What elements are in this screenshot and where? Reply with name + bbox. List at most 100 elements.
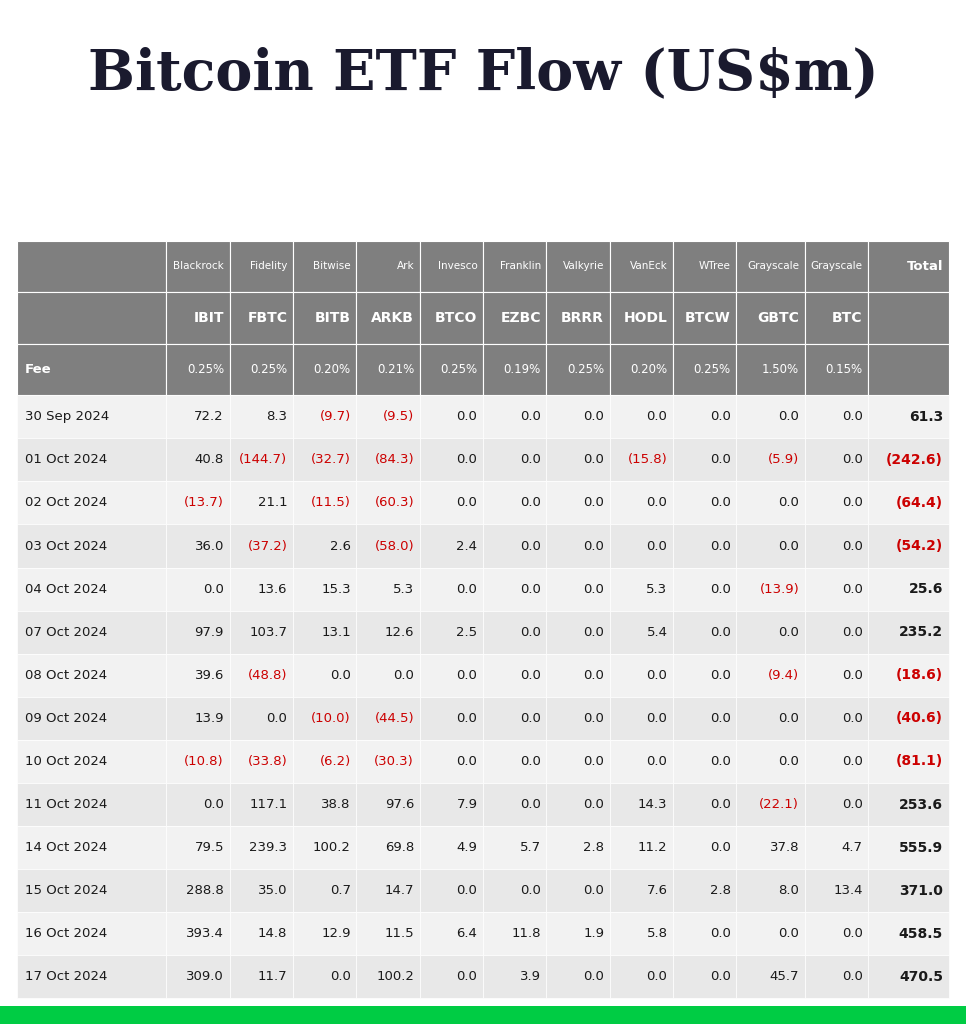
Text: 14.8: 14.8 — [258, 928, 287, 940]
Bar — [419, 481, 483, 524]
Bar — [868, 292, 949, 344]
Bar — [166, 395, 230, 438]
Text: (13.9): (13.9) — [759, 583, 799, 596]
Bar — [868, 241, 949, 292]
Text: 11.2: 11.2 — [638, 841, 668, 854]
Text: 0.0: 0.0 — [841, 540, 863, 553]
Text: 0.0: 0.0 — [841, 971, 863, 983]
Text: 0.0: 0.0 — [646, 755, 668, 768]
Bar — [547, 344, 610, 395]
Text: 0.0: 0.0 — [583, 712, 604, 725]
Text: 0.0: 0.0 — [583, 884, 604, 897]
Bar — [356, 783, 419, 826]
Bar — [547, 696, 610, 740]
Bar — [419, 912, 483, 955]
Text: 0.0: 0.0 — [710, 497, 731, 509]
Text: 0.0: 0.0 — [841, 669, 863, 682]
Bar — [805, 696, 868, 740]
Bar — [610, 912, 673, 955]
Text: 0.0: 0.0 — [710, 755, 731, 768]
Text: 0.0: 0.0 — [841, 626, 863, 639]
Bar — [483, 955, 547, 998]
Bar — [293, 696, 356, 740]
Bar — [17, 241, 166, 292]
Text: 0.0: 0.0 — [646, 411, 668, 423]
Text: (60.3): (60.3) — [375, 497, 414, 509]
Text: 45.7: 45.7 — [770, 971, 799, 983]
Bar — [166, 869, 230, 912]
Text: Fidelity: Fidelity — [250, 261, 287, 271]
Text: GBTC: GBTC — [757, 311, 799, 325]
Text: (32.7): (32.7) — [311, 454, 351, 466]
Bar — [17, 955, 166, 998]
Text: (9.4): (9.4) — [768, 669, 799, 682]
Text: 04 Oct 2024: 04 Oct 2024 — [25, 583, 107, 596]
Bar — [293, 524, 356, 567]
Text: 0.0: 0.0 — [457, 497, 477, 509]
Bar — [805, 783, 868, 826]
Bar — [673, 292, 736, 344]
Text: Grayscale: Grayscale — [810, 261, 863, 271]
Bar — [610, 740, 673, 783]
Text: 0.0: 0.0 — [520, 755, 541, 768]
Bar — [610, 696, 673, 740]
Bar — [356, 481, 419, 524]
Bar — [419, 696, 483, 740]
Text: (22.1): (22.1) — [759, 798, 799, 811]
Text: 11.5: 11.5 — [384, 928, 414, 940]
Text: (64.4): (64.4) — [895, 496, 943, 510]
Text: 0.15%: 0.15% — [826, 362, 863, 376]
Text: 38.8: 38.8 — [322, 798, 351, 811]
Bar — [673, 912, 736, 955]
Text: 0.0: 0.0 — [583, 454, 604, 466]
Bar — [868, 955, 949, 998]
Bar — [293, 869, 356, 912]
Text: IBIT: IBIT — [193, 311, 224, 325]
Text: 0.25%: 0.25% — [186, 362, 224, 376]
Bar — [17, 696, 166, 740]
Text: 0.0: 0.0 — [520, 583, 541, 596]
Text: 0.0: 0.0 — [841, 583, 863, 596]
Text: 253.6: 253.6 — [899, 798, 943, 812]
Text: 1.9: 1.9 — [583, 928, 604, 940]
Bar — [293, 241, 356, 292]
Bar — [736, 567, 805, 610]
Bar — [673, 783, 736, 826]
Bar — [293, 481, 356, 524]
Text: 14 Oct 2024: 14 Oct 2024 — [25, 841, 107, 854]
Bar — [805, 524, 868, 567]
Text: 0.0: 0.0 — [583, 755, 604, 768]
Text: 03 Oct 2024: 03 Oct 2024 — [25, 540, 107, 553]
Text: 0.0: 0.0 — [646, 669, 668, 682]
Text: 0.21%: 0.21% — [377, 362, 414, 376]
Text: Ark: Ark — [396, 261, 414, 271]
Bar — [17, 438, 166, 481]
Bar — [868, 524, 949, 567]
Text: 0.0: 0.0 — [841, 497, 863, 509]
Bar — [805, 610, 868, 653]
Bar — [166, 740, 230, 783]
Bar — [483, 783, 547, 826]
Text: WTree: WTree — [699, 261, 731, 271]
Bar — [805, 869, 868, 912]
Text: 11 Oct 2024: 11 Oct 2024 — [25, 798, 107, 811]
Text: 0.0: 0.0 — [583, 798, 604, 811]
Bar — [230, 869, 293, 912]
Text: 0.0: 0.0 — [520, 497, 541, 509]
Text: 21.1: 21.1 — [258, 497, 287, 509]
Text: 40.8: 40.8 — [195, 454, 224, 466]
Bar — [293, 912, 356, 955]
Bar — [356, 869, 419, 912]
Bar — [356, 395, 419, 438]
Bar — [868, 869, 949, 912]
Text: 0.0: 0.0 — [710, 971, 731, 983]
Bar — [673, 481, 736, 524]
Text: 13.4: 13.4 — [833, 884, 863, 897]
Text: 79.5: 79.5 — [194, 841, 224, 854]
Text: 0.0: 0.0 — [710, 669, 731, 682]
Bar — [419, 826, 483, 869]
Bar — [483, 653, 547, 696]
Bar — [673, 438, 736, 481]
Bar — [293, 740, 356, 783]
Bar — [419, 524, 483, 567]
